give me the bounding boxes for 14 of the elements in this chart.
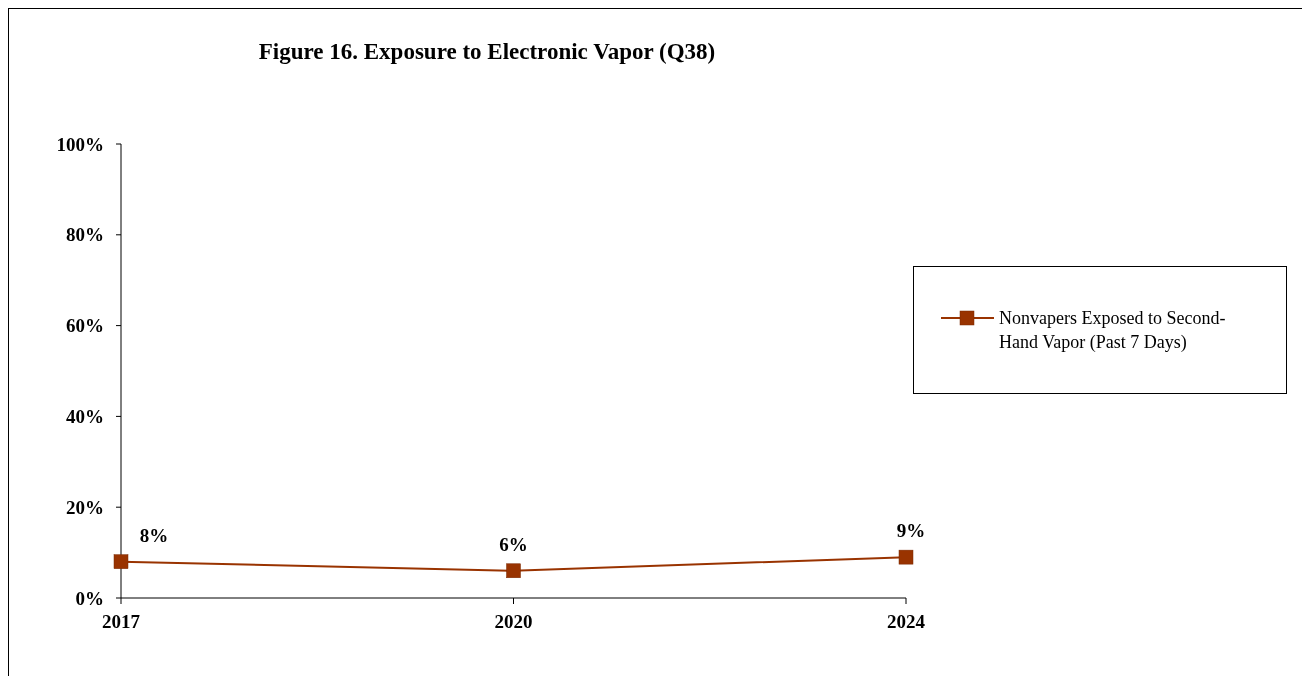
data-label: 9% bbox=[896, 520, 926, 542]
data-label: 8% bbox=[139, 524, 169, 546]
x-tick-label: 2017 bbox=[102, 611, 141, 632]
x-tick-label: 2024 bbox=[887, 611, 926, 632]
legend-label: Nonvapers Exposed to Second-Hand Vapor (Past 7 Days) bbox=[999, 308, 1226, 353]
y-tick-label: 40% bbox=[66, 406, 104, 428]
chart-title: Figure 16. Exposure to Electronic Vapor (Q38) bbox=[258, 39, 716, 64]
y-tick-label: 0% bbox=[75, 587, 104, 609]
y-tick-label: 20% bbox=[66, 496, 104, 518]
y-tick-label: 80% bbox=[66, 224, 104, 246]
data-label: 6% bbox=[499, 533, 528, 555]
y-tick-label: 100% bbox=[56, 133, 104, 155]
x-tick-label: 2020 bbox=[494, 611, 533, 632]
y-tick-label: 60% bbox=[66, 315, 104, 337]
